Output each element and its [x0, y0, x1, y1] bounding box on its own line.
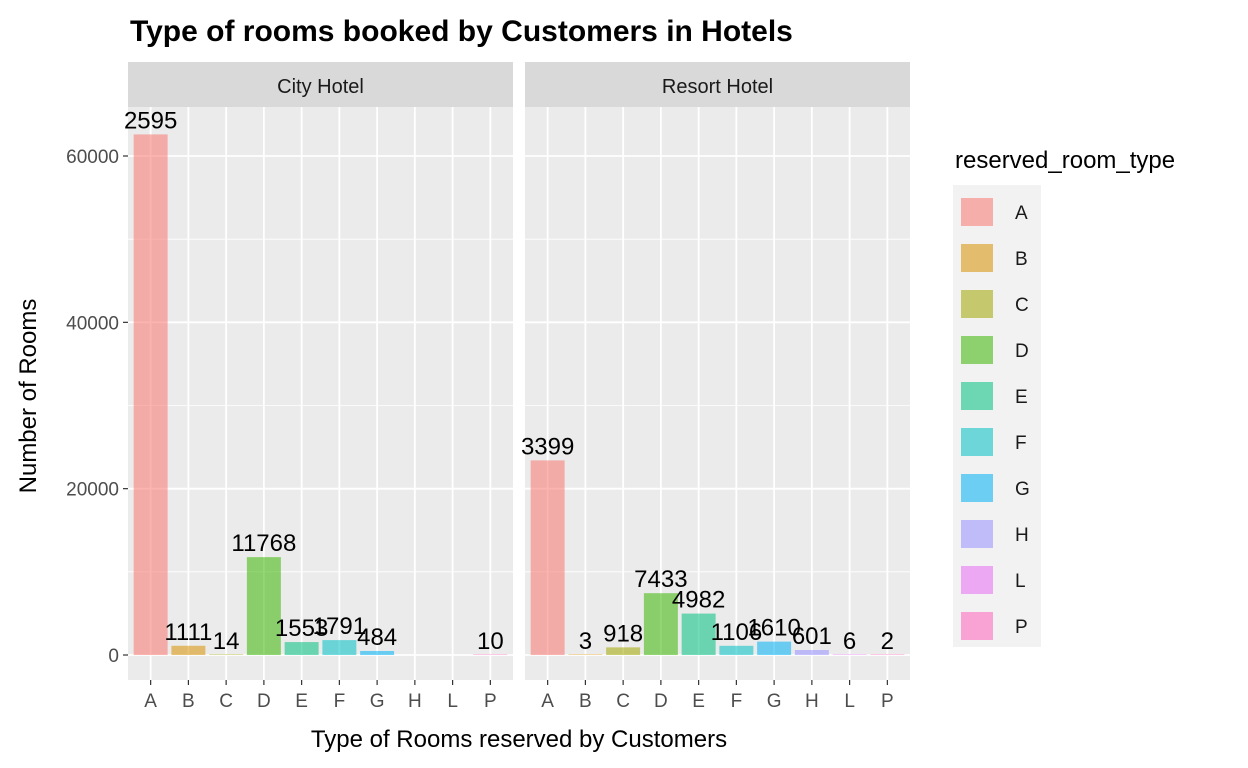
bar-L — [832, 654, 867, 655]
x-tick-label: B — [182, 691, 195, 712]
bar-B — [568, 654, 603, 655]
bar-D — [246, 557, 281, 655]
bar-P — [870, 654, 905, 655]
y-tick-label: 0 — [108, 646, 119, 667]
x-tick-label: C — [616, 691, 630, 712]
legend-label-P: P — [1015, 617, 1028, 638]
x-tick-label: H — [408, 691, 422, 712]
data-label-A: 2595 — [124, 107, 177, 134]
facet-strip-label: Resort Hotel — [662, 76, 773, 98]
bar-G — [360, 650, 395, 655]
x-tick-label: D — [257, 691, 271, 712]
legend-label-D: D — [1015, 341, 1029, 362]
legend-label-L: L — [1015, 571, 1026, 592]
y-tick-label: 60000 — [66, 147, 119, 168]
x-tick-label: A — [144, 691, 157, 712]
x-tick-label: E — [295, 691, 308, 712]
x-tick-label: E — [692, 691, 705, 712]
data-label-G: 484 — [357, 624, 397, 651]
legend-label-A: A — [1015, 203, 1028, 224]
legend-swatch-L — [961, 566, 993, 594]
bar-C — [209, 654, 244, 655]
bar-E — [681, 613, 716, 655]
legend-swatch-F — [961, 428, 993, 456]
legend-label-E: E — [1015, 387, 1028, 408]
data-label-G: 1610 — [747, 615, 800, 642]
data-label-P: 10 — [477, 628, 504, 655]
legend-swatch-P — [961, 612, 993, 640]
bar-C — [606, 647, 641, 655]
legend-label-G: G — [1015, 479, 1030, 500]
y-tick-label: 20000 — [66, 480, 119, 501]
x-tick-label: L — [447, 691, 458, 712]
bar-A — [530, 460, 565, 655]
data-label-D: 7433 — [634, 566, 687, 593]
x-tick-label: B — [579, 691, 592, 712]
x-tick-label: H — [805, 691, 819, 712]
legend-label-B: B — [1015, 249, 1028, 270]
x-tick-label: P — [484, 691, 497, 712]
bar-G — [757, 641, 792, 655]
legend-swatch-C — [961, 290, 993, 318]
y-tick-label: 40000 — [66, 313, 119, 334]
legend-label-F: F — [1015, 433, 1027, 454]
x-tick-label: C — [219, 691, 233, 712]
facet-strip — [525, 62, 910, 107]
data-label-P: 2 — [881, 628, 894, 655]
panel-background — [128, 107, 513, 680]
x-tick-label: A — [541, 691, 554, 712]
legend-swatch-D — [961, 336, 993, 364]
data-label-C: 918 — [603, 620, 643, 647]
x-tick-label: G — [370, 691, 385, 712]
bar-H — [794, 650, 829, 655]
legend-label-H: H — [1015, 525, 1029, 546]
legend-swatch-E — [961, 382, 993, 410]
data-label-F: 1106 — [711, 619, 763, 646]
data-label-B: 3 — [579, 628, 592, 655]
data-label-A: 3399 — [521, 433, 574, 460]
x-axis-title: Type of Rooms reserved by Customers — [311, 726, 727, 753]
bar-F — [719, 645, 754, 655]
data-label-F: 1791 — [313, 613, 366, 640]
x-tick-label: L — [844, 691, 855, 712]
x-tick-label: P — [881, 691, 894, 712]
x-tick-label: F — [731, 691, 743, 712]
x-tick-label: D — [654, 691, 668, 712]
data-label-E: 4982 — [672, 587, 725, 614]
bar-D — [643, 593, 678, 655]
facet-strip — [128, 62, 513, 107]
data-label-C: 14 — [213, 628, 240, 655]
data-label-B: 1111 — [164, 619, 212, 646]
data-label-H: 601 — [792, 623, 832, 650]
legend-title: reserved_room_type — [955, 147, 1175, 174]
legend-swatch-H — [961, 520, 993, 548]
x-tick-label: G — [767, 691, 782, 712]
legend-swatch-B — [961, 244, 993, 272]
chart-title: Type of rooms booked by Customers in Hot… — [130, 15, 793, 48]
legend: reserved_room_type A B C D E F G H L P — [953, 147, 1175, 647]
y-axis: 0 20000 40000 60000 — [66, 147, 128, 667]
data-label-L: 6 — [843, 628, 856, 655]
bar-P — [473, 654, 508, 655]
legend-swatch-G — [961, 474, 993, 502]
bar-A — [133, 134, 168, 656]
legend-swatch-A — [961, 198, 993, 226]
x-tick-label: F — [334, 691, 346, 712]
bar-E — [284, 642, 319, 655]
legend-label-C: C — [1015, 295, 1029, 316]
facet-strip-label: City Hotel — [277, 76, 364, 98]
y-axis-title: Number of Rooms — [15, 299, 42, 494]
data-label-D: 11768 — [231, 530, 296, 557]
data-label-E: 1553 — [275, 615, 328, 642]
bar-B — [171, 645, 206, 655]
panel-background — [525, 107, 910, 680]
bar-F — [322, 640, 357, 655]
